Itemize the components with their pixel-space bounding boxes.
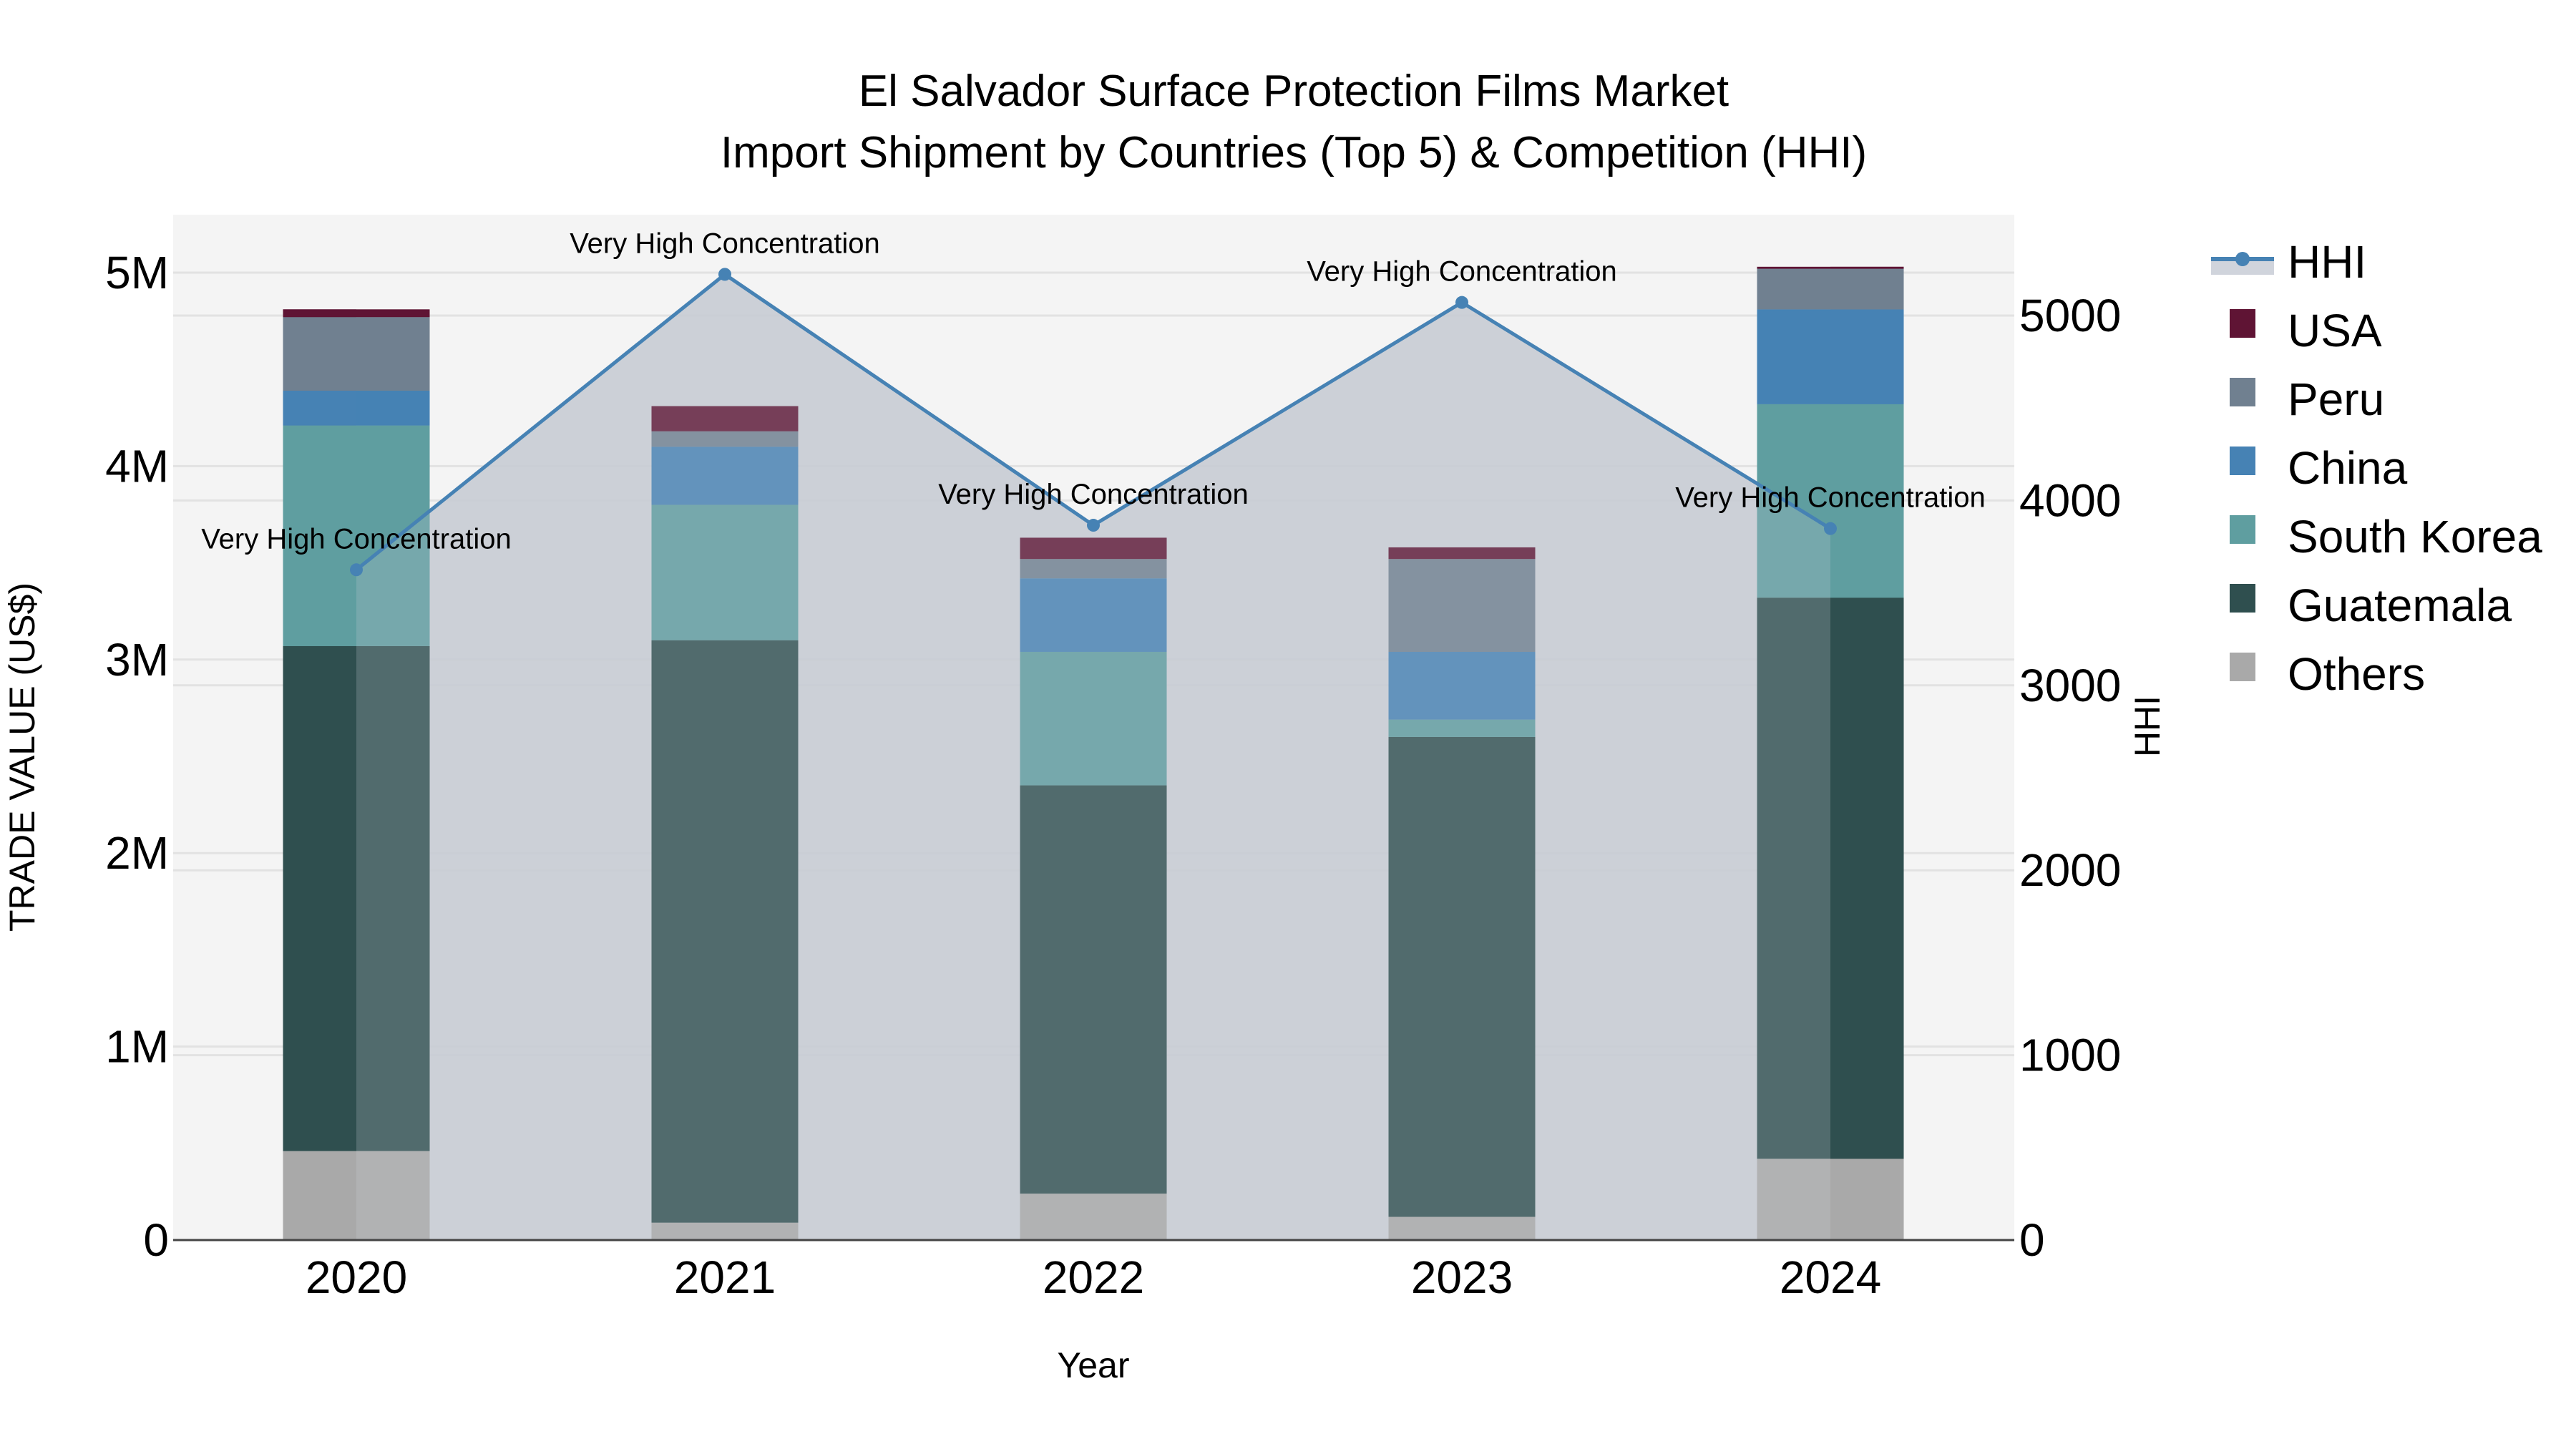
bar-segment-overlay — [1020, 537, 1167, 560]
x-axis-ticks: 2020 2021 2022 2023 2024 — [306, 1252, 1881, 1303]
bar-segment-overlay — [651, 504, 799, 640]
legend: HHI USA Peru China South Korea Guatemala Other… — [2211, 236, 2542, 700]
legend-item-others[interactable]: Others — [2230, 648, 2425, 700]
bar-segment-outside-area — [283, 425, 356, 646]
y-right-tick-label: 1000 — [2019, 1030, 2121, 1081]
hhi-annotations: Very High Concentration Very High Concent… — [201, 228, 1986, 555]
bar-segment-overlay — [1388, 651, 1536, 720]
bar-segment-outside-area — [283, 645, 356, 1151]
bar-segment-overlay — [1020, 559, 1167, 579]
legend-swatch-icon — [2230, 584, 2255, 613]
chart-title-line2: Import Shipment by Countries (Top 5) & C… — [721, 128, 1867, 177]
legend-swatch-icon — [2230, 378, 2255, 406]
bar-segment-outside-area — [1830, 309, 1904, 404]
bar-segment-overlay — [1388, 1216, 1536, 1240]
legend-item-usa[interactable]: USA — [2230, 305, 2382, 356]
hhi-markers[interactable] — [350, 268, 1837, 577]
bar-segment-outside-area — [283, 390, 356, 426]
y-right-tick-label: 5000 — [2019, 290, 2121, 341]
x-tick-label: 2022 — [1043, 1252, 1144, 1303]
stacked-bars-overlay — [283, 266, 1904, 1240]
y-right-tick-label: 4000 — [2019, 474, 2121, 526]
y-left-axis-title: TRADE VALUE (US$) — [2, 582, 42, 932]
bar-segment-outside-area — [1830, 268, 1904, 310]
legend-marker-icon — [2235, 252, 2250, 266]
hhi-annotation: Very High Concentration — [1307, 256, 1617, 288]
bar-segment-outside-area — [1830, 404, 1904, 598]
y-right-tick-label: 3000 — [2019, 660, 2121, 711]
bar-segment-overlay — [651, 640, 799, 1223]
legend-item-peru[interactable]: Peru — [2230, 374, 2384, 425]
bar-segment-overlay — [651, 406, 799, 431]
legend-area-swatch — [2211, 259, 2274, 275]
legend-swatch-icon — [2230, 515, 2255, 544]
y-right-ticks: 0 1000 2000 3000 4000 5000 — [2019, 290, 2121, 1266]
bar-segment-overlay — [651, 1222, 799, 1240]
legend-swatch-icon — [2230, 309, 2255, 338]
hhi-marker[interactable] — [1824, 522, 1837, 535]
y-left-tick-label: 1M — [105, 1021, 169, 1073]
y-left-ticks: 0 1M 2M 3M 4M 5M — [105, 247, 169, 1266]
x-tick-label: 2020 — [306, 1252, 407, 1303]
y-right-tick-label: 2000 — [2019, 844, 2121, 896]
y-left-tick-label: 0 — [143, 1214, 169, 1266]
hhi-marker[interactable] — [1455, 296, 1468, 309]
y-right-tick-label: 0 — [2019, 1214, 2045, 1266]
legend-label: China — [2288, 442, 2408, 494]
bar-segment-overlay — [651, 447, 799, 505]
bar-segment-outside-area — [1830, 1158, 1904, 1240]
x-tick-label: 2024 — [1780, 1252, 1881, 1303]
y-right-axis-title: HHI — [2127, 696, 2167, 757]
y-left-tick-label: 4M — [105, 440, 169, 492]
hhi-annotation: Very High Concentration — [938, 479, 1249, 510]
legend-label: HHI — [2288, 236, 2366, 288]
hhi-marker[interactable] — [350, 563, 363, 577]
legend-label: Peru — [2288, 374, 2384, 425]
bar-segment-outside-area — [1830, 597, 1904, 1159]
hhi-marker[interactable] — [1087, 519, 1100, 532]
bar-segment-overlay — [1388, 547, 1536, 560]
legend-item-south-korea[interactable]: South Korea — [2230, 511, 2542, 562]
bar-segment-overlay — [651, 431, 799, 447]
hhi-marker[interactable] — [718, 268, 731, 281]
legend-label: South Korea — [2288, 511, 2542, 562]
chart-title-line1: El Salvador Surface Protection Films Mar… — [859, 67, 1729, 116]
bar-segment-outside-area — [1830, 266, 1904, 269]
hhi-annotation: Very High Concentration — [570, 228, 880, 259]
x-axis-title: Year — [1057, 1345, 1129, 1385]
legend-label: Others — [2288, 648, 2425, 700]
legend-label: Guatemala — [2288, 580, 2512, 631]
hhi-annotation: Very High Concentration — [1675, 482, 1986, 514]
legend-item-hhi[interactable]: HHI — [2211, 236, 2366, 288]
bar-segment-overlay — [1388, 736, 1536, 1217]
hhi-annotation: Very High Concentration — [201, 523, 512, 555]
bar-segment-overlay — [1020, 1194, 1167, 1240]
y-left-tick-label: 5M — [105, 247, 169, 298]
bar-segment-outside-area — [283, 317, 356, 391]
x-tick-label: 2021 — [674, 1252, 776, 1303]
bar-segment-outside-area — [283, 309, 356, 318]
bar-segment-overlay — [1020, 651, 1167, 786]
legend-swatch-icon — [2230, 653, 2255, 681]
legend-item-guatemala[interactable]: Guatemala — [2230, 580, 2512, 631]
bar-segment-overlay — [1388, 559, 1536, 652]
x-tick-label: 2023 — [1411, 1252, 1513, 1303]
bar-segment-overlay — [1020, 785, 1167, 1194]
legend-swatch-icon — [2230, 447, 2255, 475]
bar-segment-overlay — [1388, 719, 1536, 737]
y-left-tick-label: 2M — [105, 827, 169, 879]
bar-segment-overlay — [1020, 578, 1167, 652]
legend-label: USA — [2288, 305, 2382, 356]
y-left-tick-label: 3M — [105, 634, 169, 686]
bar-segment-outside-area — [283, 1151, 356, 1240]
legend-item-china[interactable]: China — [2230, 442, 2408, 494]
